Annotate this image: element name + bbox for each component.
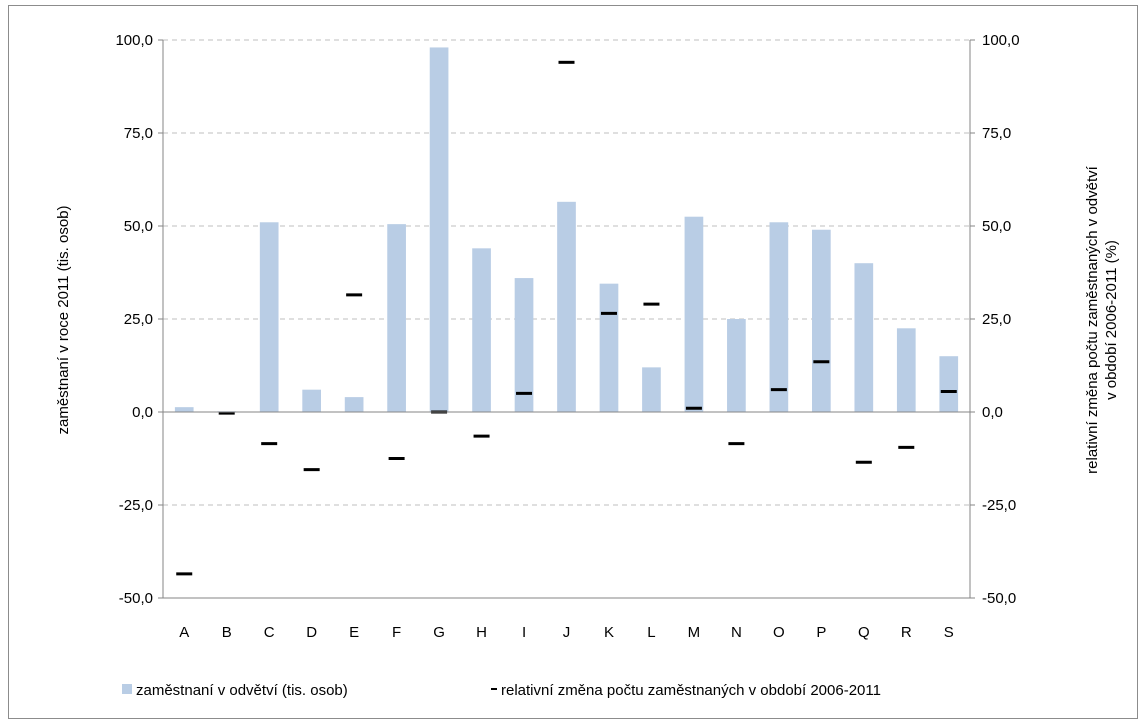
right-tick-label: 25,0 [982, 311, 1011, 328]
right-tick-label: 0,0 [982, 404, 1003, 421]
right-tick-label: -25,0 [982, 497, 1016, 514]
x-axis-ticks: A B C D E F G H I J K L M N O P Q R S [179, 624, 954, 641]
right-tick-label: 100,0 [982, 32, 1020, 49]
x-tick-label: R [901, 624, 912, 641]
left-axis-title: zaměstnaní v roce 2011 (tis. osob) [55, 205, 72, 434]
right-tick-label: 75,0 [982, 125, 1011, 142]
x-tick-label: D [306, 624, 317, 641]
x-tick-label: Q [858, 624, 870, 641]
left-axis-ticks: 100,0 75,0 50,0 25,0 0,0 -25,0 -50,0 [115, 32, 163, 607]
bar [811, 229, 831, 412]
legend: zaměstnaní v odvětví (tis. osob) relativ… [122, 682, 881, 699]
left-tick-label: 100,0 [115, 32, 153, 49]
x-tick-label: F [392, 624, 401, 641]
x-tick-label: H [476, 624, 487, 641]
x-tick-label: J [563, 624, 571, 641]
x-tick-label: M [688, 624, 701, 641]
x-tick-label: P [816, 624, 826, 641]
x-tick-label: E [349, 624, 359, 641]
bar [727, 319, 746, 412]
bar [939, 356, 959, 412]
bar [769, 222, 789, 412]
bar [302, 389, 322, 412]
x-tick-label: O [773, 624, 785, 641]
x-tick-label: C [264, 624, 275, 641]
right-axis-ticks: 100,0 75,0 50,0 25,0 0,0 -25,0 -50,0 [970, 32, 1020, 607]
left-tick-label: 75,0 [124, 125, 153, 142]
bar [174, 407, 194, 412]
x-tick-label: N [731, 624, 742, 641]
left-tick-label: 25,0 [124, 311, 153, 328]
bar [557, 201, 576, 412]
right-tick-label: -50,0 [982, 590, 1016, 607]
right-axis-title-line2: v období 2006-2011 (%) [1103, 240, 1120, 400]
bar [514, 278, 534, 412]
x-tick-label: L [647, 624, 655, 641]
x-tick-label: K [604, 624, 614, 641]
chart-frame [8, 5, 1138, 719]
x-tick-label: I [522, 624, 526, 641]
legend-bar-label: zaměstnaní v odvětví (tis. osob) [136, 682, 348, 699]
x-tick-label: B [222, 624, 232, 641]
bar [642, 367, 661, 412]
bar [896, 328, 916, 412]
right-axis-title-line1: relativní změna počtu zaměstnaných v odv… [1084, 165, 1101, 473]
legend-bar-swatch [122, 684, 132, 694]
bar [259, 222, 279, 412]
bar [599, 283, 619, 412]
left-tick-label: 0,0 [132, 404, 153, 421]
x-tick-label: S [944, 624, 954, 641]
bar [854, 263, 874, 412]
x-tick-label: G [433, 624, 445, 641]
bar-series [174, 47, 959, 412]
right-tick-label: 50,0 [982, 218, 1011, 235]
bar [429, 47, 449, 412]
left-tick-label: 50,0 [124, 218, 153, 235]
bar [472, 248, 491, 412]
bar [684, 216, 704, 412]
bar [344, 397, 364, 412]
left-tick-label: -25,0 [119, 497, 153, 514]
legend-marker-label: relativní změna počtu zaměstnaných v obd… [501, 682, 881, 699]
x-tick-label: A [179, 624, 189, 641]
left-tick-label: -50,0 [119, 590, 153, 607]
bar [387, 224, 406, 412]
